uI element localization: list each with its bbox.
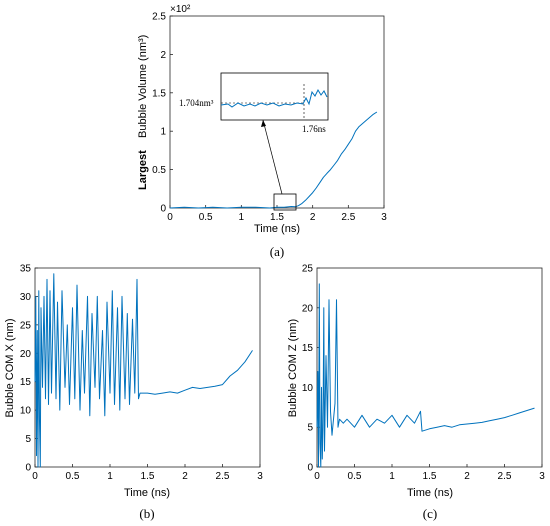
chart-a-panel-label: (a) xyxy=(270,244,284,259)
chart-c-panel-label: (c) xyxy=(423,506,437,521)
chart-b-xtick-label: 1 xyxy=(107,471,113,482)
chart-c-xtick-label: 2 xyxy=(464,471,470,482)
chart-b-ylabel: Bubble COM X (nm) xyxy=(4,318,16,417)
chart-a-xtick-label: 2.5 xyxy=(341,212,355,223)
chart-a-ytick-label: 2.5 xyxy=(152,12,166,23)
chart-b-xtick-label: 1.5 xyxy=(141,471,155,482)
chart-b-ytick-label: 10 xyxy=(20,406,32,417)
chart-a-ytick-label: 2 xyxy=(160,50,166,61)
chart-a-annotation-volume: 1.704nm³ xyxy=(179,98,214,108)
chart-c-ytick-label: 0 xyxy=(307,463,313,474)
chart-b-ytick-label: 35 xyxy=(20,264,32,275)
chart-c-xtick-label: 3 xyxy=(539,471,545,482)
chart-b-xtick-label: 3 xyxy=(257,471,263,482)
chart-a-zoom-box xyxy=(273,193,297,211)
chart-c-frame xyxy=(316,267,543,468)
chart-a-xlabel: Time (ns) xyxy=(254,223,300,235)
chart-b-ytick-label: 5 xyxy=(25,434,31,445)
chart-a-zoom-connector xyxy=(262,119,283,195)
chart-a-ylabel-prefix: Largest xyxy=(137,150,149,190)
chart-a-inset xyxy=(220,72,329,121)
chart-b-ytick-label: 25 xyxy=(20,320,32,331)
chart-c-ytick-label: 25 xyxy=(302,264,314,275)
chart-b-xlabel: Time (ns) xyxy=(124,487,170,499)
chart-b-xtick-label: 2.5 xyxy=(216,471,230,482)
chart-b-series-line xyxy=(34,273,253,468)
chart-a-annotation-time: 1.76ns xyxy=(302,124,326,134)
chart-a-ytick-label: 0 xyxy=(160,204,166,215)
chart-c-ticks: 0 0.5 1 1.5 2 2.5 3 0 5 10 15 20 25 xyxy=(302,264,545,483)
chart-a-ytick-label: 1 xyxy=(160,127,166,138)
chart-a-xtick-label: 1.5 xyxy=(270,212,284,223)
chart-a-xtick-label: 0.5 xyxy=(199,212,213,223)
chart-c-xtick-label: 1.5 xyxy=(423,471,437,482)
chart-c-ytick-label: 15 xyxy=(302,343,314,354)
chart-c-xtick-label: 1 xyxy=(389,471,395,482)
chart-a-xtick-label: 0 xyxy=(167,212,173,223)
chart-c-ytick-label: 10 xyxy=(302,383,314,394)
chart-c-ylabel: Bubble COM Z (nm) xyxy=(287,319,299,417)
chart-c-xtick-label: 0.5 xyxy=(348,471,362,482)
chart-c-xtick-label: 2.5 xyxy=(498,471,512,482)
chart-b-xtick-label: 0 xyxy=(32,471,38,482)
chart-a-xtick-label: 1 xyxy=(239,212,245,223)
chart-b-panel-label: (b) xyxy=(139,506,154,521)
chart-c-ytick-label: 20 xyxy=(302,303,314,314)
chart-b-ytick-label: 30 xyxy=(20,292,32,303)
chart-b-xtick-label: 2 xyxy=(182,471,188,482)
chart-a: 0 0.5 1 1.5 2 2.5 3 0 0.5 1 1.5 2 2.5 ×10² Time (ns)… xyxy=(137,4,387,259)
chart-c-series-line xyxy=(316,283,535,468)
chart-a-xtick-label: 2 xyxy=(310,212,316,223)
chart-a-ticks: 0 0.5 1 1.5 2 2.5 3 0 0.5 1 1.5 2 2.5 xyxy=(152,12,387,224)
chart-b-ytick-label: 0 xyxy=(25,463,31,474)
chart-c: 0 0.5 1 1.5 2 2.5 3 0 5 10 15 20 25 Time (ns) Bubble… xyxy=(287,264,545,522)
chart-b-ytick-label: 20 xyxy=(20,349,32,360)
chart-a-ylabel: Bubble Volume (nm³) xyxy=(137,35,149,138)
chart-c-xlabel: Time (ns) xyxy=(407,487,453,499)
chart-a-ytick-label: 1.5 xyxy=(152,88,166,99)
chart-b-ytick-label: 15 xyxy=(20,377,32,388)
chart-a-xtick-label: 3 xyxy=(381,212,387,223)
chart-a-inset-line xyxy=(220,88,328,108)
chart-c-ytick-label: 5 xyxy=(307,423,313,434)
chart-a-connector-arrowhead xyxy=(261,120,266,127)
chart-a-series-line xyxy=(169,111,378,209)
chart-a-y-exponent: ×10² xyxy=(170,4,191,15)
chart-c-xtick-label: 0 xyxy=(314,471,320,482)
chart-b-xtick-label: 0.5 xyxy=(66,471,80,482)
chart-a-ytick-label: 0.5 xyxy=(152,165,166,176)
